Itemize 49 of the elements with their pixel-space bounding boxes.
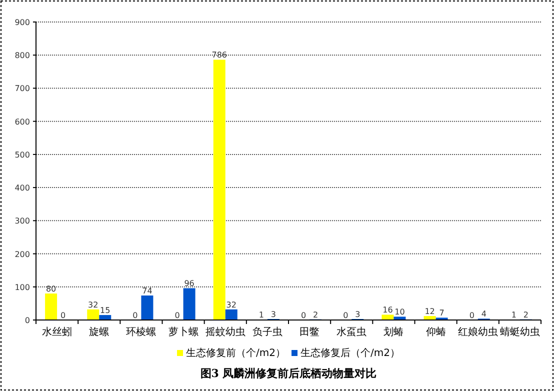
data-label: 32 [226,300,236,310]
text: 图3 凤麟洲修复前后底栖动物量对比 [200,367,377,380]
y-tick-label: 700 [14,84,30,94]
y-tick-label: 300 [14,216,30,226]
x-tick-label: 摇蚊幼虫 [205,326,246,338]
legend-label: 生态修复前（个/m2） [186,347,286,359]
data-label: 4 [481,310,486,319]
data-label: 0 [60,311,66,320]
x-tick-label: 田鳖 [300,326,320,338]
y-tick-label: 100 [14,282,30,292]
x-tick-label: 负子虫 [252,326,282,338]
data-label: 786 [212,50,228,60]
data-label: 15 [100,306,110,316]
data-label: 12 [424,307,435,316]
data-label: 96 [184,279,194,288]
y-tick-label: 400 [14,184,30,193]
data-label: 0 [300,311,306,320]
x-tick-label: 水虿虫 [336,326,367,338]
y-tick-label: 200 [14,250,30,259]
x-tick-label: 仰蝽 [426,326,446,338]
data-label: 32 [88,300,98,310]
data-label: 74 [142,286,152,296]
x-tick-label: 旋螺 [89,326,110,338]
y-tick-label: 0 [24,316,30,325]
data-label: 0 [132,311,138,320]
y-tick-label: 900 [14,18,30,27]
data-label: 2 [523,310,529,320]
data-label: 16 [382,306,393,315]
y-tick-label: 800 [14,51,30,60]
y-tick-label: 600 [14,117,30,126]
data-label: 80 [46,284,56,294]
data-label: 3 [270,310,276,320]
data-label: 7 [439,308,444,318]
data-label: 10 [394,308,405,317]
data-label: 3 [355,310,360,320]
x-tick-label: 蜻蜓幼虫 [500,326,540,338]
y-tick-label: 500 [14,150,30,160]
data-label: 0 [174,311,180,320]
x-tick-label: 环棱螺 [126,326,156,338]
data-label: 2 [312,310,318,320]
data-label: 0 [343,311,348,320]
x-tick-label: 划蝽 [384,326,404,338]
x-tick-label: 萝卜螺 [168,326,198,338]
data-label: 1 [258,310,264,320]
data-label: 1 [511,310,517,320]
data-label: 0 [469,311,474,320]
legend-label: 生态修复后（个/m2） [300,347,400,359]
x-tick-label: 水丝蚓 [42,326,72,338]
x-tick-label: 红娘幼虫 [458,326,498,338]
